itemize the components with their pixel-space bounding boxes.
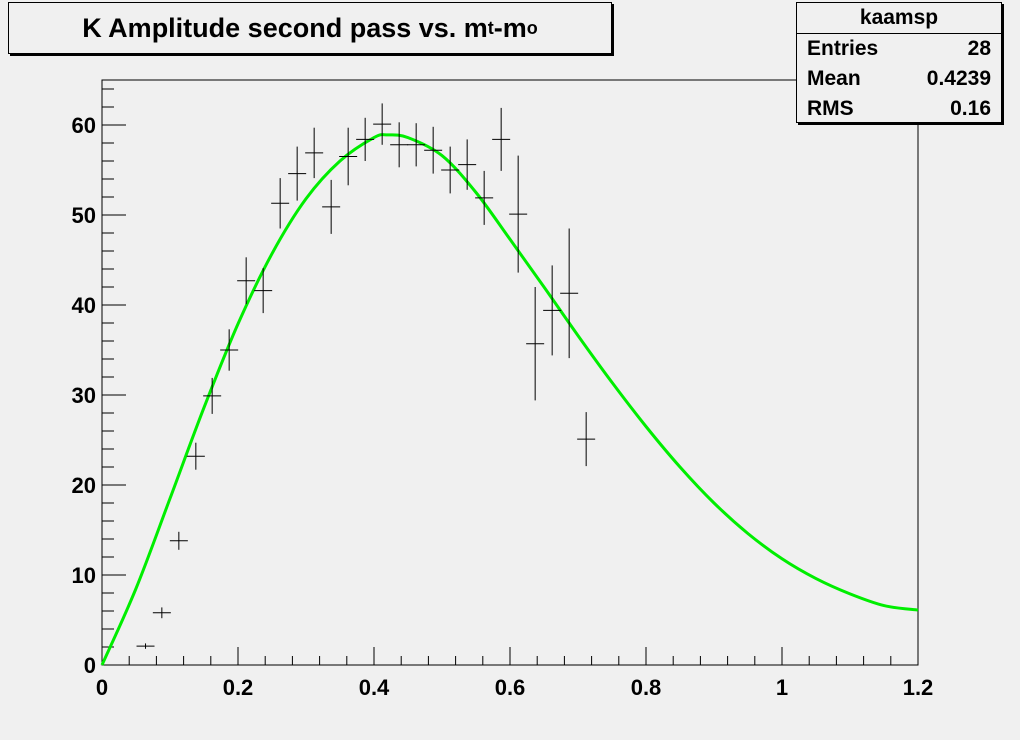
data-point bbox=[543, 265, 562, 356]
data-point bbox=[271, 178, 290, 229]
x-tick-label: 0 bbox=[96, 675, 108, 700]
stats-row-rms: RMS 0.16 bbox=[797, 94, 1001, 124]
data-point bbox=[560, 228, 579, 359]
x-tick-label: 1.2 bbox=[903, 675, 934, 700]
stats-name: kaamsp bbox=[797, 3, 1001, 34]
y-tick-label: 60 bbox=[72, 113, 96, 138]
stats-label: RMS bbox=[807, 97, 854, 120]
data-point bbox=[407, 123, 426, 167]
stats-label: Mean bbox=[807, 67, 861, 90]
x-tick-label: 0.8 bbox=[631, 675, 662, 700]
data-point bbox=[526, 287, 545, 401]
data-point bbox=[577, 412, 596, 467]
data-point bbox=[203, 377, 222, 414]
y-tick-label: 10 bbox=[72, 563, 96, 588]
title-sub-t: t bbox=[487, 17, 494, 38]
data-point bbox=[356, 117, 375, 161]
data-point bbox=[475, 170, 494, 225]
stats-value: 28 bbox=[967, 37, 991, 60]
y-tick-label: 30 bbox=[72, 383, 96, 408]
data-point bbox=[152, 607, 171, 619]
data-point bbox=[509, 155, 528, 273]
y-tick-label: 20 bbox=[72, 473, 96, 498]
x-tick-label: 0.2 bbox=[223, 675, 254, 700]
plot-frame bbox=[101, 79, 919, 666]
data-point bbox=[305, 127, 324, 179]
data-point bbox=[288, 146, 307, 201]
data-point bbox=[373, 103, 392, 145]
stats-row-entries: Entries 28 bbox=[797, 34, 1001, 64]
data-point bbox=[136, 643, 155, 649]
x-tick-label: 1 bbox=[776, 675, 788, 700]
stats-value: 0.16 bbox=[950, 97, 991, 120]
data-point bbox=[237, 257, 256, 305]
data-point bbox=[458, 139, 477, 190]
title-main: K Amplitude second pass vs. m bbox=[82, 12, 488, 43]
stats-value: 0.4239 bbox=[926, 67, 991, 90]
data-point bbox=[169, 531, 188, 550]
data-point bbox=[339, 127, 358, 186]
data-point bbox=[186, 442, 205, 470]
stats-row-mean: Mean 0.4239 bbox=[797, 64, 1001, 94]
y-tick-label: 40 bbox=[72, 293, 96, 318]
data-point bbox=[492, 107, 511, 171]
data-point bbox=[254, 268, 273, 314]
data-point bbox=[390, 122, 409, 168]
data-point bbox=[424, 126, 443, 174]
data-point bbox=[441, 146, 460, 194]
fit-curve bbox=[100, 133, 919, 666]
title-sub-o: o bbox=[526, 17, 538, 38]
y-tick-label: 50 bbox=[72, 203, 96, 228]
chart-title: K Amplitude second pass vs. m t -m o bbox=[8, 2, 612, 54]
data-point bbox=[322, 179, 341, 234]
x-tick-label: 0.6 bbox=[495, 675, 526, 700]
stats-label: Entries bbox=[807, 37, 879, 60]
stats-box: kaamsp Entries 28 Mean 0.4239 RMS 0.16 bbox=[796, 2, 1002, 123]
y-tick-label: 0 bbox=[84, 653, 96, 678]
data-point bbox=[220, 329, 239, 371]
x-tick-label: 0.4 bbox=[359, 675, 390, 700]
title-mid: -m bbox=[493, 12, 527, 43]
